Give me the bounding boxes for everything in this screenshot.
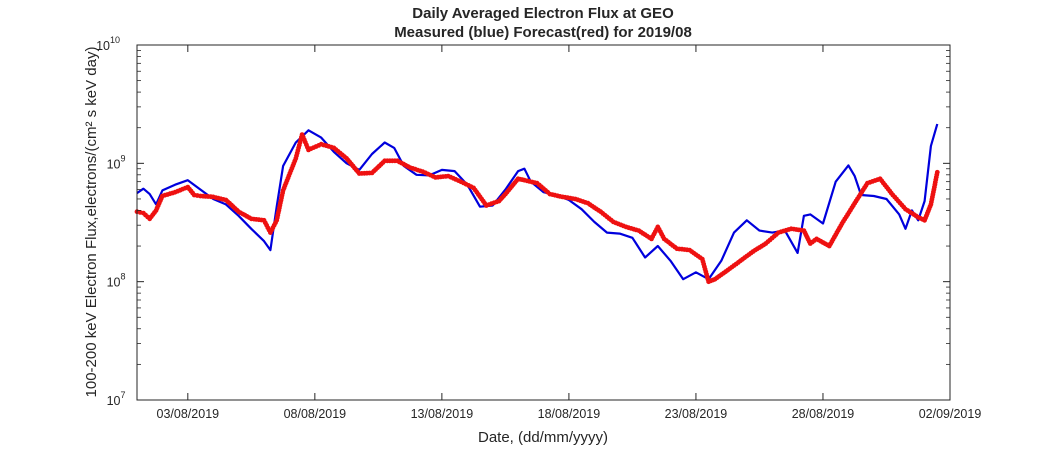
y-tick-exponent: 8: [120, 272, 125, 282]
x-tick-label: 08/08/2019: [284, 407, 347, 421]
x-tick-label: 18/08/2019: [538, 407, 601, 421]
y-axis-label: 100-200 keV Electron Flux,electrons/(cm²…: [83, 47, 100, 398]
x-tick-label: 28/08/2019: [792, 407, 855, 421]
x-axis-label: Date, (dd/mm/yyyy): [478, 429, 608, 446]
y-tick-exponent: 9: [120, 153, 125, 163]
measured-flux-line: [136, 123, 939, 281]
y-tick-label: 109: [107, 153, 126, 171]
x-tick-label: 03/08/2019: [157, 407, 220, 421]
x-tick-label: 13/08/2019: [411, 407, 474, 421]
x-tick-label: 02/09/2019: [919, 407, 982, 421]
x-tick-label: 23/08/2019: [665, 407, 728, 421]
y-tick-label: 107: [107, 390, 126, 408]
plot-frame: [136, 44, 951, 401]
y-tick-exponent: 10: [110, 35, 120, 45]
y-tick-exponent: 7: [120, 390, 125, 400]
forecast-dot: [934, 169, 940, 175]
forecast-flux-dots: [134, 132, 940, 285]
chart-subtitle: Measured (blue) Forecast(red) for 2019/0…: [394, 24, 692, 41]
chart-title: Daily Averaged Electron Flux at GEO: [412, 5, 674, 22]
tick-layer: 03/08/2019 08/08/2019 13/08/2019 18/08/2019…: [96, 35, 981, 421]
y-tick-label: 108: [107, 272, 126, 290]
plot-background: [137, 45, 950, 400]
series-layer: [134, 123, 940, 285]
